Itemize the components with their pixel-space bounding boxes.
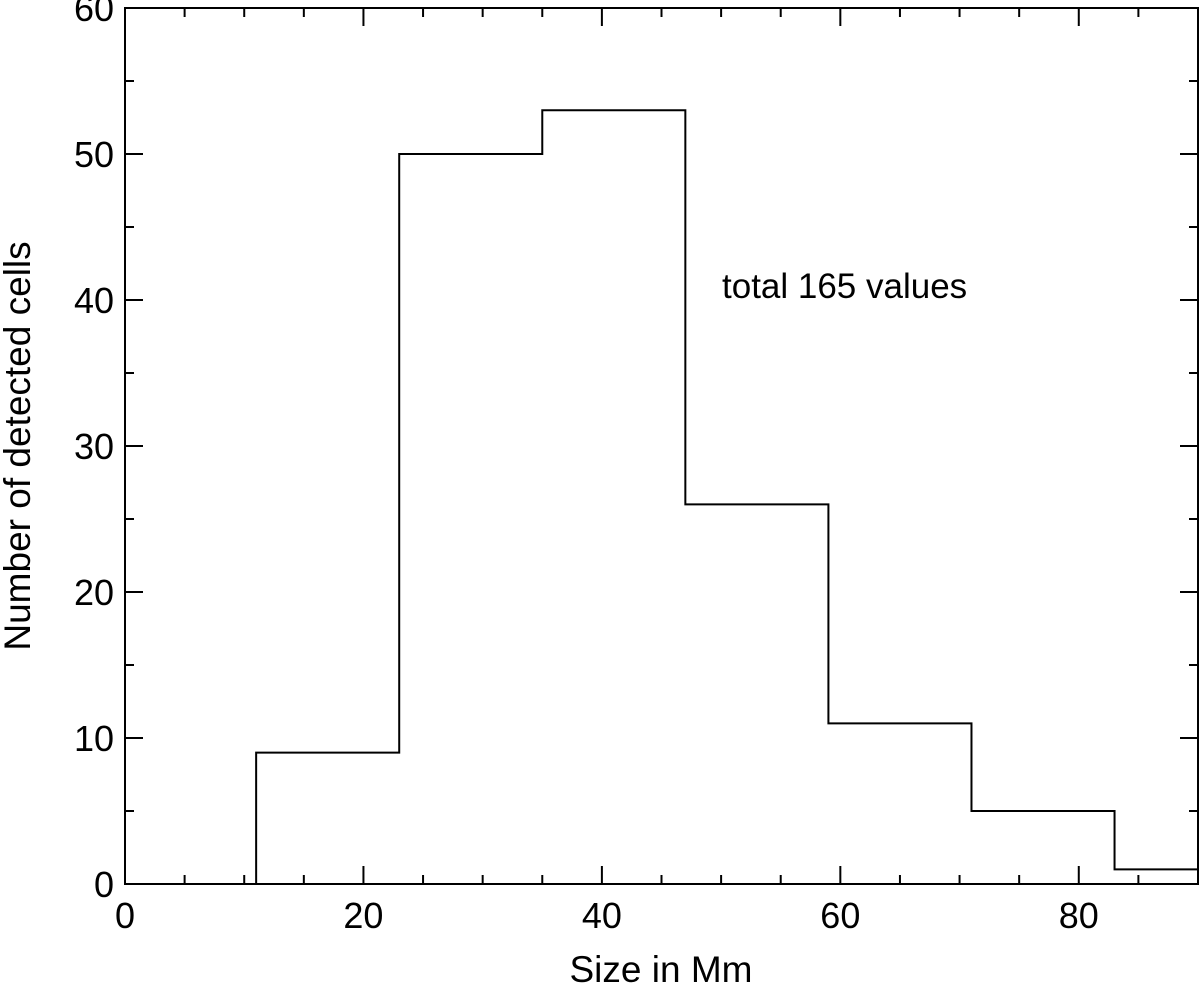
x-tick-label: 60: [820, 895, 860, 936]
y-tick-label: 50: [74, 134, 114, 175]
histogram-bar: [828, 723, 971, 884]
x-tick-label: 80: [1059, 895, 1099, 936]
histogram-bar: [971, 811, 1114, 884]
x-axis-ticks: 0 20 40 60 80: [115, 8, 1199, 936]
y-axis-ticks: 0 10 20 30 40 50 60: [74, 0, 1198, 905]
x-axis-title: Size in Mm: [570, 949, 753, 987]
annotation-total: total 165 values: [722, 267, 967, 306]
histogram-bar: [1115, 869, 1198, 884]
y-tick-label: 20: [74, 572, 114, 613]
histogram-outline: [255, 109, 1198, 884]
x-tick-label: 20: [343, 895, 383, 936]
y-tick-label: 10: [74, 718, 114, 759]
histogram-bar: [685, 504, 828, 884]
histogram-bins: [256, 110, 1198, 884]
histogram-bar: [256, 753, 399, 884]
y-tick-label: 40: [74, 280, 114, 321]
x-tick-label: 0: [115, 895, 135, 936]
y-tick-label: 60: [74, 0, 114, 29]
y-axis-title: Number of detected cells: [0, 241, 38, 650]
y-tick-label: 30: [74, 426, 114, 467]
histogram-bar: [542, 110, 685, 884]
x-tick-label: 40: [582, 895, 622, 936]
y-tick-label: 0: [94, 864, 114, 905]
histogram-bar: [399, 154, 542, 884]
